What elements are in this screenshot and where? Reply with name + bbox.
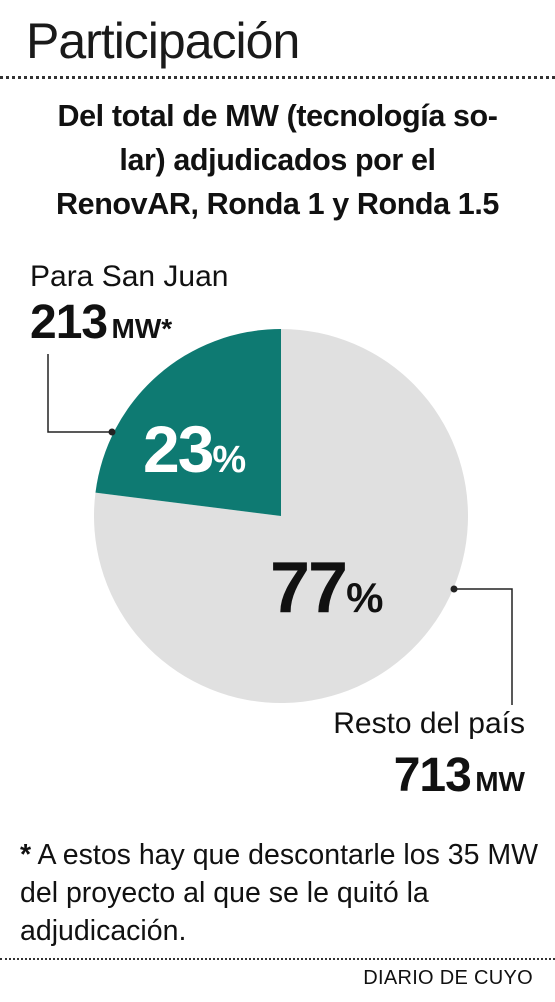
percent-san-juan-number: 23 <box>143 412 214 486</box>
footnote-asterisk: * <box>20 839 32 871</box>
label-san-juan-value: 213 <box>30 296 108 349</box>
pie-slice-san-juan <box>95 329 281 516</box>
label-san-juan-name: Para San Juan <box>30 260 229 293</box>
top-dotted-divider <box>0 76 555 79</box>
percent-resto-number: 77 <box>270 548 348 628</box>
label-resto-value: 713 <box>393 749 472 802</box>
bottom-dotted-divider <box>0 958 555 960</box>
percent-label-resto: 77% <box>270 552 383 624</box>
leader-dot-resto <box>450 585 458 593</box>
chart-subtitle: Del total de MW (tecnología so- lar) adj… <box>0 94 555 226</box>
page-title: Participación <box>26 13 300 69</box>
subtitle-line: RenovAR, Ronda 1 y Ronda 1.5 <box>56 187 499 221</box>
leader-line-resto <box>454 588 513 705</box>
percent-label-san-juan: 23% <box>143 416 246 482</box>
label-san-juan-unit: MW* <box>111 313 173 344</box>
label-resto-value-row: 713 MW <box>333 744 525 819</box>
label-san-juan: Para San Juan 213 MW* <box>30 258 228 361</box>
percent-san-juan-sign: % <box>212 439 247 481</box>
label-resto-unit: MW <box>475 766 525 797</box>
subtitle-line: lar) adjudicados por el <box>119 143 436 177</box>
label-resto-name: Resto del país <box>333 707 525 740</box>
pie-slice-resto <box>93 329 468 703</box>
label-resto: Resto del país 713 MW <box>333 704 525 819</box>
subtitle-line: Del total de MW (tecnología so- <box>57 99 498 133</box>
label-san-juan-value-row: 213 MW* <box>30 296 172 349</box>
footnote: * A estos hay que descontarle los 35 MW … <box>20 836 540 950</box>
leader-line-san-juan <box>47 354 112 433</box>
leader-dot-san-juan <box>108 428 116 436</box>
percent-resto-sign: % <box>346 574 384 621</box>
footnote-text: A estos hay que descontarle los 35 MW de… <box>20 839 539 947</box>
source-credit: DIARIO DE CUYO <box>363 967 533 989</box>
